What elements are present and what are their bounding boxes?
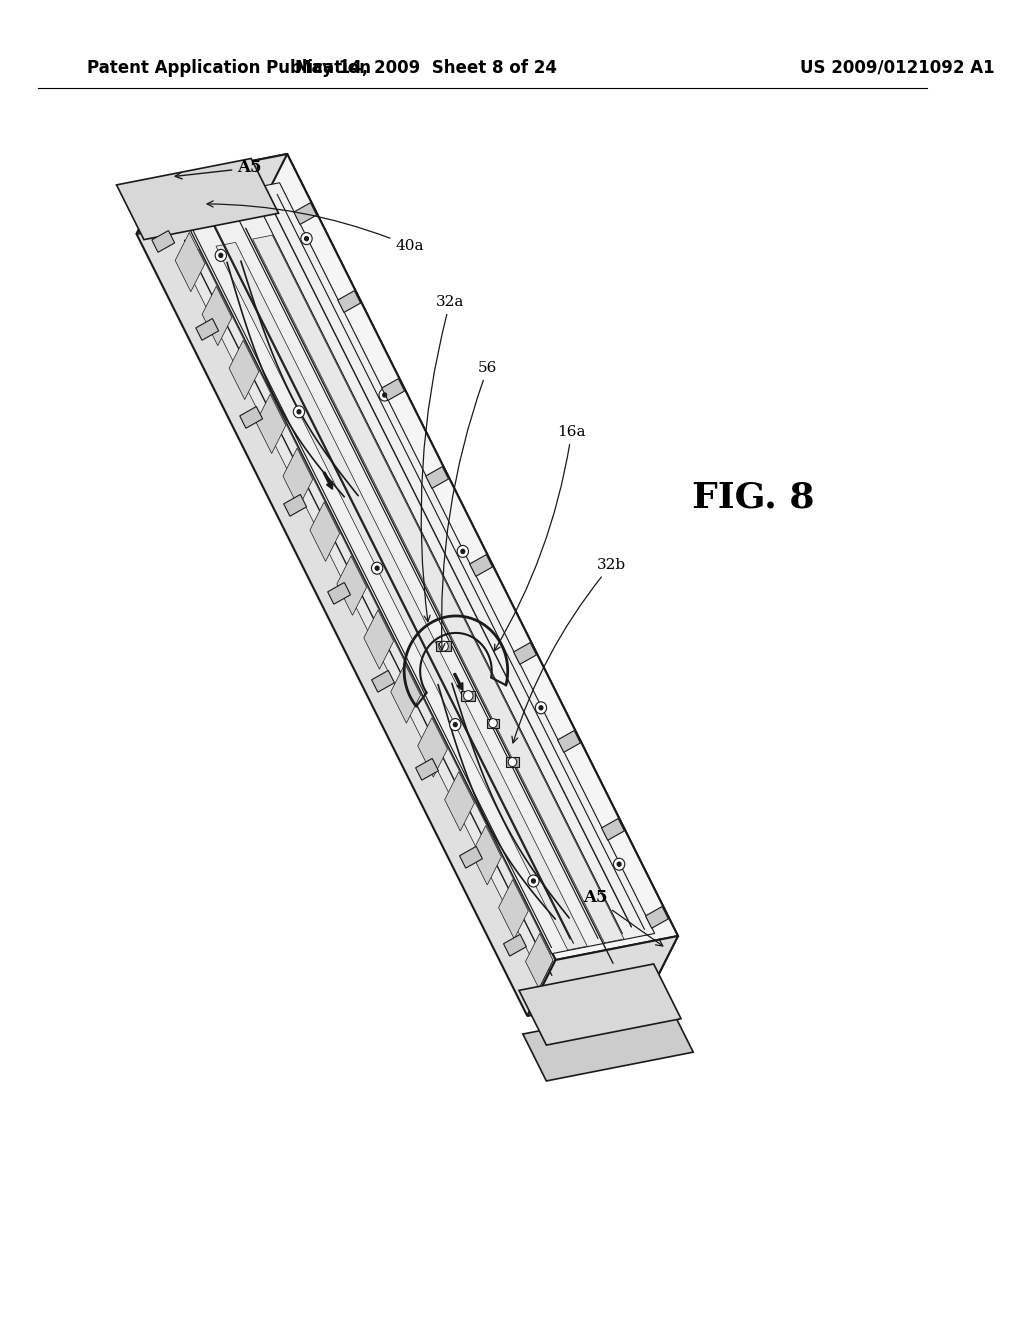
- Polygon shape: [444, 772, 474, 832]
- Circle shape: [215, 249, 226, 261]
- Polygon shape: [148, 178, 178, 238]
- Polygon shape: [175, 232, 205, 292]
- Polygon shape: [486, 718, 500, 727]
- Polygon shape: [418, 718, 447, 777]
- Circle shape: [304, 236, 308, 240]
- Polygon shape: [179, 249, 551, 957]
- Polygon shape: [117, 158, 279, 240]
- Polygon shape: [426, 467, 449, 488]
- Polygon shape: [240, 407, 262, 428]
- Circle shape: [301, 232, 312, 244]
- Circle shape: [536, 702, 547, 714]
- Text: FIG. 8: FIG. 8: [692, 480, 815, 515]
- Polygon shape: [229, 341, 259, 400]
- Polygon shape: [558, 730, 581, 752]
- Polygon shape: [436, 642, 451, 651]
- Polygon shape: [470, 554, 493, 577]
- Polygon shape: [294, 203, 316, 224]
- Polygon shape: [525, 933, 553, 989]
- Polygon shape: [216, 243, 587, 950]
- Polygon shape: [196, 318, 218, 341]
- Circle shape: [464, 690, 473, 701]
- Polygon shape: [256, 395, 286, 454]
- Polygon shape: [284, 495, 306, 516]
- Circle shape: [372, 562, 383, 574]
- Polygon shape: [523, 1006, 693, 1081]
- Polygon shape: [461, 690, 475, 701]
- Polygon shape: [527, 936, 678, 1016]
- Circle shape: [293, 405, 304, 418]
- Polygon shape: [372, 671, 394, 692]
- Circle shape: [219, 253, 222, 257]
- Text: 32a: 32a: [421, 294, 464, 622]
- Polygon shape: [328, 582, 350, 605]
- Polygon shape: [364, 610, 393, 669]
- Text: 32b: 32b: [512, 558, 626, 743]
- Circle shape: [457, 545, 468, 557]
- Polygon shape: [337, 556, 367, 615]
- Polygon shape: [136, 178, 556, 1016]
- Circle shape: [450, 718, 461, 730]
- Circle shape: [527, 875, 539, 887]
- Polygon shape: [416, 759, 438, 780]
- Circle shape: [617, 862, 621, 866]
- Circle shape: [439, 642, 449, 651]
- FancyArrow shape: [454, 673, 463, 690]
- Polygon shape: [310, 502, 340, 561]
- Text: A5: A5: [175, 160, 262, 180]
- Text: 40a: 40a: [207, 201, 424, 253]
- Circle shape: [488, 718, 498, 727]
- Polygon shape: [645, 907, 669, 928]
- Text: May 14, 2009  Sheet 8 of 24: May 14, 2009 Sheet 8 of 24: [295, 59, 557, 77]
- Polygon shape: [382, 379, 404, 400]
- Circle shape: [613, 858, 625, 870]
- Polygon shape: [519, 964, 681, 1045]
- Polygon shape: [506, 758, 519, 767]
- Polygon shape: [460, 846, 482, 869]
- Polygon shape: [514, 643, 537, 664]
- Polygon shape: [165, 154, 678, 960]
- Text: Patent Application Publication: Patent Application Publication: [87, 59, 371, 77]
- Circle shape: [539, 706, 543, 710]
- Polygon shape: [499, 879, 528, 939]
- Polygon shape: [259, 154, 678, 993]
- Circle shape: [508, 758, 517, 767]
- Polygon shape: [283, 447, 312, 507]
- Text: 56: 56: [438, 360, 498, 649]
- Polygon shape: [391, 664, 421, 723]
- Circle shape: [531, 879, 536, 883]
- Polygon shape: [202, 286, 231, 346]
- Polygon shape: [539, 961, 553, 989]
- Circle shape: [297, 409, 301, 413]
- Polygon shape: [504, 935, 526, 956]
- Polygon shape: [601, 818, 625, 841]
- Circle shape: [461, 549, 465, 553]
- Circle shape: [383, 393, 386, 397]
- Polygon shape: [177, 182, 654, 953]
- Polygon shape: [152, 231, 175, 252]
- Text: 16a: 16a: [495, 425, 586, 651]
- Text: A5: A5: [583, 890, 663, 946]
- Polygon shape: [136, 154, 287, 234]
- Circle shape: [379, 389, 390, 401]
- Text: US 2009/0121092 A1: US 2009/0121092 A1: [801, 59, 995, 77]
- Polygon shape: [253, 235, 624, 942]
- FancyArrow shape: [324, 473, 333, 490]
- Circle shape: [454, 722, 457, 726]
- Circle shape: [375, 566, 379, 570]
- Polygon shape: [338, 290, 360, 313]
- Polygon shape: [472, 825, 502, 884]
